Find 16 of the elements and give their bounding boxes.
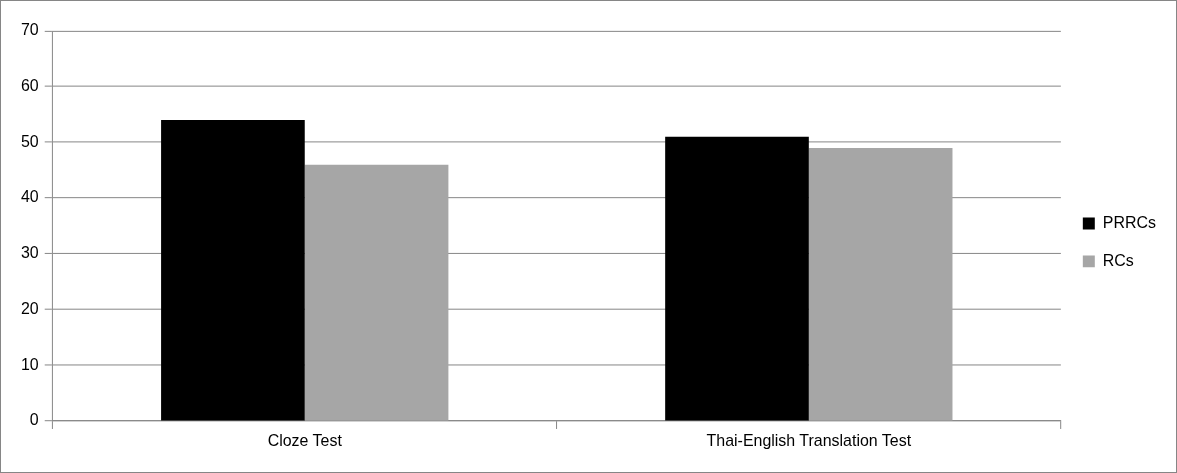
x-tick-label: Cloze Test bbox=[267, 431, 343, 449]
y-tick-label: 10 bbox=[20, 355, 39, 373]
legend-label: RCs bbox=[1102, 251, 1134, 269]
bar bbox=[808, 147, 953, 421]
y-tick-label: 60 bbox=[20, 77, 39, 94]
x-tick-label: Thai-English Translation Test bbox=[706, 431, 912, 449]
bar bbox=[665, 136, 809, 421]
y-tick-label: 70 bbox=[20, 21, 39, 39]
y-tick-label: 30 bbox=[20, 244, 39, 262]
y-tick-label: 20 bbox=[20, 299, 39, 317]
y-tick-label: 40 bbox=[20, 188, 39, 206]
bar bbox=[304, 164, 449, 421]
legend-label: PRRCs bbox=[1102, 213, 1157, 231]
y-tick-label: 50 bbox=[20, 132, 39, 150]
bar bbox=[161, 120, 305, 421]
y-tick-label: 0 bbox=[29, 411, 39, 429]
